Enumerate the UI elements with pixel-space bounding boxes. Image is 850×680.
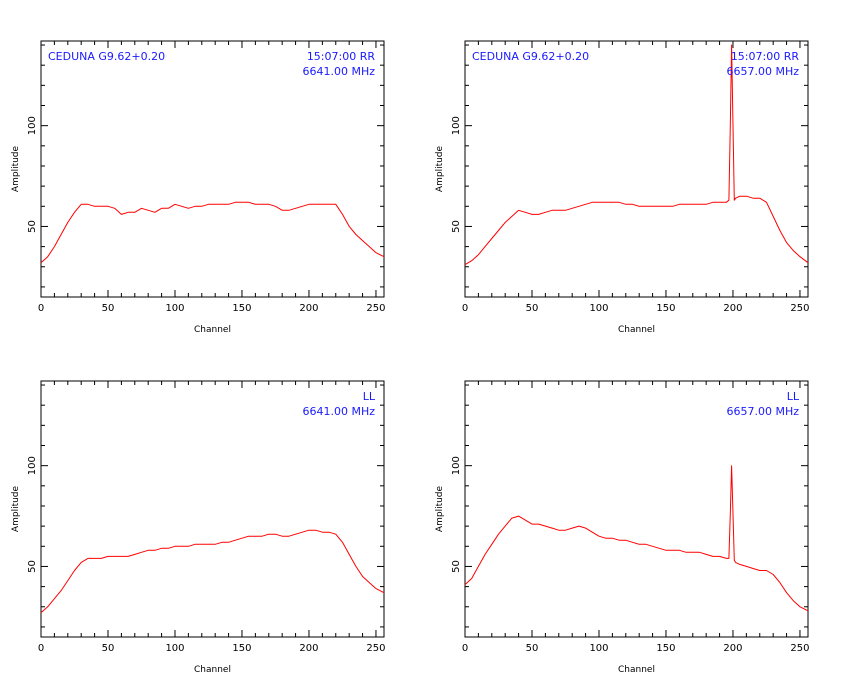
x-tick-label: 200: [299, 643, 318, 654]
y-axis-label: Amplitude: [11, 145, 21, 192]
spectrum-panel-3: 0 50 100 150 200 250 50 100 Channel Amplitude LL 66…: [11, 380, 386, 675]
frequency-label: 6657.00 MHz: [726, 65, 799, 78]
time-polarization-label: LL: [787, 390, 800, 403]
x-tick-label: 100: [589, 303, 608, 314]
y-axis-label: Amplitude: [435, 485, 445, 532]
frequency-label: 6641.00 MHz: [302, 65, 375, 78]
frequency-label: 6641.00 MHz: [302, 405, 375, 418]
x-tick-label: 100: [589, 643, 608, 654]
time-polarization-label: 15:07:00 RR: [731, 50, 800, 63]
source-label: CEDUNA G9.62+0.20: [472, 50, 589, 63]
x-tick-label: 250: [790, 303, 809, 314]
plot-frame: [464, 40, 809, 298]
x-axis-label: Channel: [194, 665, 231, 675]
x-tick-label: 50: [102, 303, 115, 314]
spectrum-panel-4: 0 50 100 150 200 250 50 100 Channel Amplitude LL 66…: [435, 380, 810, 675]
frequency-label: 6657.00 MHz: [726, 405, 799, 418]
x-tick-label: 100: [165, 303, 184, 314]
y-tick-label: 100: [451, 116, 462, 135]
x-tick-label: 100: [165, 643, 184, 654]
y-tick-label: 100: [451, 456, 462, 475]
y-tick-label: 50: [451, 560, 462, 573]
spectrum-panel-2: 0 50 100 150 200 250 50 100 Channel Amplitude CEDU…: [435, 40, 810, 335]
x-tick-label: 0: [38, 643, 44, 654]
x-tick-label: 200: [299, 303, 318, 314]
y-tick-label: 50: [451, 220, 462, 233]
time-polarization-label: LL: [363, 390, 376, 403]
spectrum-panel-1: 0 50 100 150 200 250 50 100 Channel Amplitude CEDU…: [11, 40, 386, 335]
x-axis-label: Channel: [194, 325, 231, 335]
x-tick-label: 50: [102, 643, 115, 654]
x-tick-label: 0: [462, 643, 468, 654]
plot-frame: [40, 380, 385, 638]
x-tick-label: 150: [232, 643, 251, 654]
source-label: CEDUNA G9.62+0.20: [48, 50, 165, 63]
x-tick-label: 150: [656, 643, 675, 654]
time-polarization-label: 15:07:00 RR: [307, 50, 376, 63]
x-axis-label: Channel: [618, 665, 655, 675]
x-tick-label: 250: [366, 643, 385, 654]
spectrum-line: [464, 465, 809, 612]
y-tick-label: 50: [27, 220, 38, 233]
x-tick-label: 150: [232, 303, 251, 314]
y-tick-label: 50: [27, 560, 38, 573]
y-axis-label: Amplitude: [435, 145, 445, 192]
x-tick-label: 0: [38, 303, 44, 314]
x-tick-label: 200: [723, 643, 742, 654]
x-tick-label: 150: [656, 303, 675, 314]
spectrum-line: [40, 201, 385, 264]
x-tick-label: 200: [723, 303, 742, 314]
y-tick-label: 100: [27, 456, 38, 475]
spectrum-line: [40, 529, 385, 614]
x-tick-label: 250: [790, 643, 809, 654]
x-tick-label: 250: [366, 303, 385, 314]
x-tick-label: 50: [526, 303, 539, 314]
x-tick-label: 50: [526, 643, 539, 654]
y-tick-label: 100: [27, 116, 38, 135]
plot-frame: [464, 380, 809, 638]
plot-frame: [40, 40, 385, 298]
x-tick-label: 0: [462, 303, 468, 314]
spectrum-line: [464, 44, 809, 266]
y-axis-label: Amplitude: [11, 485, 21, 532]
x-axis-label: Channel: [618, 325, 655, 335]
